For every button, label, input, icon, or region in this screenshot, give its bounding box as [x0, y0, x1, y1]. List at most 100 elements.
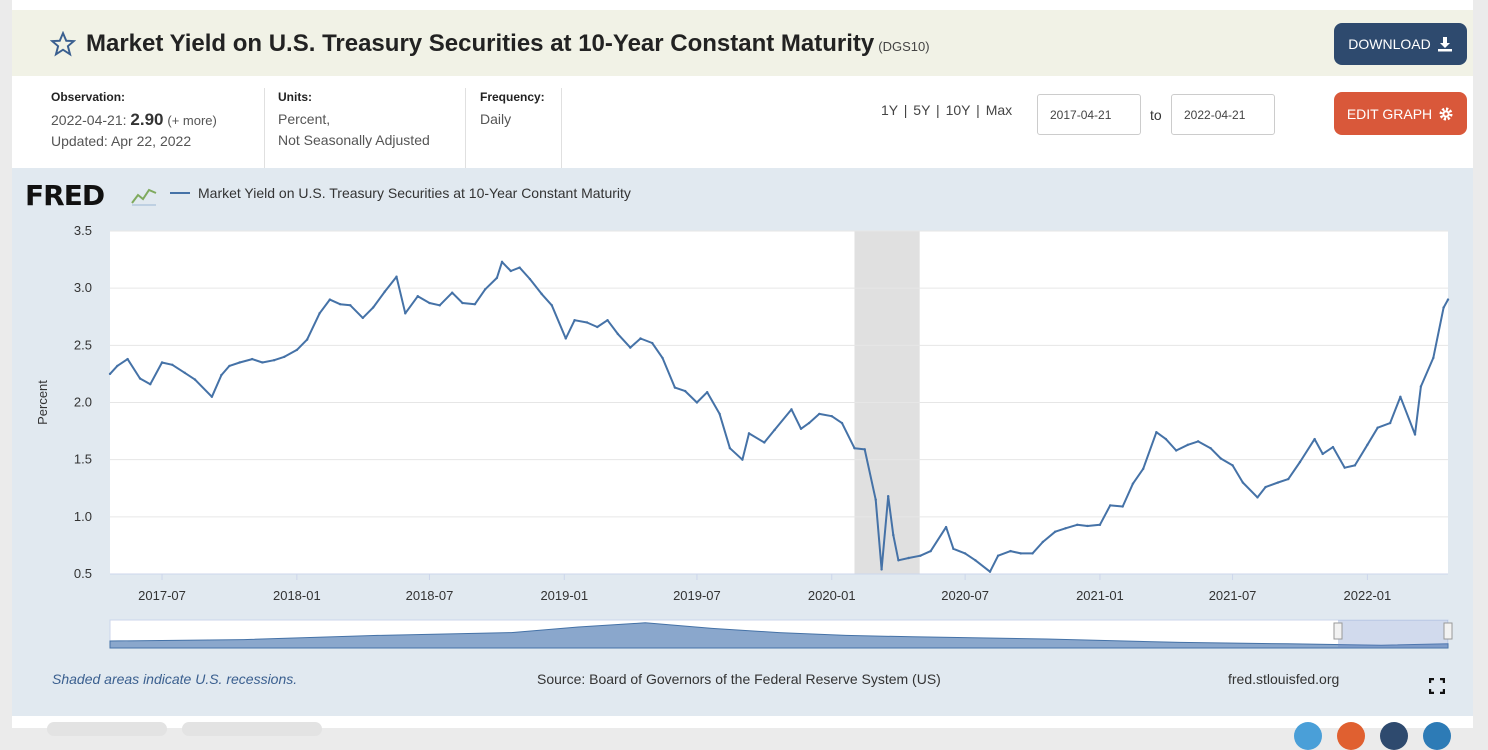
- end-date-input[interactable]: [1171, 94, 1275, 135]
- more-link[interactable]: (+ more): [167, 113, 217, 128]
- fred-chart-icon: [130, 181, 158, 207]
- data-point: [1313, 437, 1316, 441]
- share-circle[interactable]: [1337, 722, 1365, 750]
- data-point: [283, 355, 286, 358]
- legend-label: Market Yield on U.S. Treasury Securities…: [198, 185, 631, 201]
- data-point: [1219, 457, 1223, 460]
- data-point: [1241, 481, 1245, 484]
- range-1y-link[interactable]: 1Y: [881, 102, 898, 118]
- share-circle[interactable]: [1294, 722, 1322, 750]
- data-point: [450, 291, 454, 294]
- data-point: [495, 276, 499, 280]
- data-point: [1174, 449, 1178, 452]
- frequency-block: Frequency: Daily: [480, 90, 545, 130]
- data-point: [416, 294, 419, 298]
- legend-swatch: [170, 192, 190, 194]
- range-10y-link[interactable]: 10Y: [945, 102, 971, 118]
- frequency-value: Daily: [480, 111, 512, 127]
- data-point: [1432, 356, 1435, 360]
- data-point: [1331, 445, 1335, 449]
- data-point: [874, 498, 877, 501]
- download-label: DOWNLOAD: [1348, 36, 1431, 52]
- y-tick-label: 0.5: [74, 566, 92, 581]
- range-max-link[interactable]: Max: [985, 102, 1013, 118]
- data-point: [1388, 421, 1392, 425]
- data-point: [250, 357, 254, 361]
- data-point: [518, 266, 521, 269]
- data-point: [1109, 504, 1112, 507]
- x-tick-label: 2021-07: [1209, 588, 1257, 603]
- divider: [264, 88, 265, 168]
- y-axis-label: Percent: [35, 380, 50, 425]
- data-point: [160, 361, 164, 364]
- source-text: Source: Board of Governors of the Federa…: [537, 671, 941, 687]
- data-point: [138, 377, 142, 380]
- data-point: [616, 332, 619, 336]
- observation-value: 2.90: [130, 110, 164, 129]
- data-point: [261, 361, 264, 364]
- data-point: [1353, 464, 1357, 467]
- units-line-2: Not Seasonally Adjusted: [278, 132, 430, 148]
- data-point: [404, 312, 407, 315]
- y-tick-label: 3.0: [74, 280, 92, 295]
- data-point: [651, 341, 654, 345]
- share-pill[interactable]: [182, 722, 322, 736]
- data-point: [238, 361, 241, 364]
- data-point: [818, 412, 821, 416]
- data-point: [361, 316, 364, 320]
- recession-note[interactable]: Shaded areas indicate U.S. recessions.: [52, 671, 298, 687]
- data-point: [1298, 460, 1302, 464]
- data-point: [1343, 466, 1346, 469]
- range-5y-link[interactable]: 5Y: [913, 102, 931, 118]
- edit-graph-button[interactable]: EDIT GRAPH: [1334, 92, 1467, 135]
- x-tick-label: 2017-07: [138, 588, 186, 603]
- data-point: [1276, 481, 1280, 484]
- data-point: [193, 378, 197, 381]
- data-point: [886, 495, 890, 498]
- star-icon[interactable]: [50, 31, 76, 57]
- data-point: [1041, 540, 1044, 544]
- data-point: [1287, 477, 1290, 481]
- line-chart: 0.5 1.0 1.5 2.0 2.5 3.0 3.5 2017-07 2018-01 2018-…: [35, 223, 1453, 649]
- data-point: [1399, 395, 1402, 398]
- data-point: [799, 427, 803, 430]
- data-point: [1009, 549, 1012, 553]
- title-bar: Market Yield on U.S. Treasury Securities…: [12, 10, 1473, 76]
- observation-block: Observation: 2022-04-21: 2.90 (+ more) U…: [51, 90, 217, 152]
- data-point: [863, 448, 866, 451]
- data-point: [1366, 443, 1369, 447]
- data-point: [550, 304, 554, 307]
- data-point: [318, 312, 321, 315]
- start-date-input[interactable]: [1037, 94, 1141, 135]
- navigator-handle[interactable]: [1333, 622, 1343, 640]
- data-point: [564, 337, 567, 340]
- data-point: [773, 428, 776, 432]
- data-point: [919, 554, 922, 557]
- data-point: [126, 357, 129, 361]
- divider: [561, 88, 562, 168]
- data-point: [1413, 433, 1417, 436]
- share-pill[interactable]: [47, 722, 167, 736]
- share-circle[interactable]: [1423, 722, 1451, 750]
- share-circle[interactable]: [1380, 722, 1408, 750]
- navigator-handle[interactable]: [1443, 622, 1453, 640]
- data-point: [473, 302, 477, 306]
- x-tick-label: 2022-01: [1344, 588, 1392, 603]
- expand-icon[interactable]: [1429, 678, 1445, 694]
- data-point: [629, 346, 632, 349]
- divider: [465, 88, 466, 168]
- data-point: [371, 306, 375, 309]
- data-point: [461, 301, 464, 305]
- to-label: to: [1150, 107, 1162, 123]
- data-point: [585, 321, 589, 324]
- series-panel: Market Yield on U.S. Treasury Securities…: [12, 0, 1473, 750]
- data-point: [790, 408, 793, 411]
- x-tick-label: 2020-01: [808, 588, 856, 603]
- fred-logo: FRED: [25, 179, 105, 212]
- observation-label: Observation:: [51, 90, 126, 104]
- data-point: [718, 412, 721, 416]
- download-button[interactable]: DOWNLOAD: [1334, 23, 1467, 65]
- data-point: [684, 389, 687, 393]
- data-point: [747, 432, 751, 435]
- data-point: [907, 556, 910, 560]
